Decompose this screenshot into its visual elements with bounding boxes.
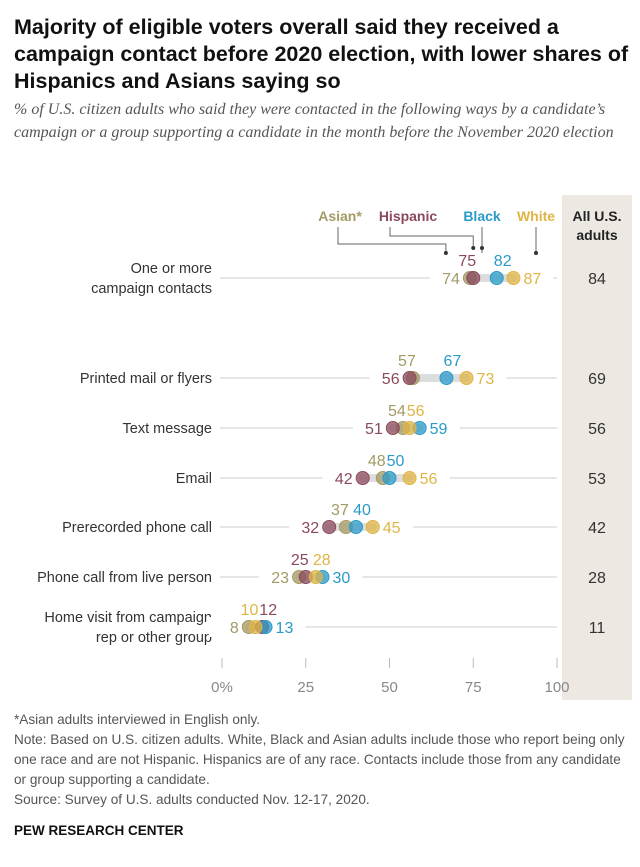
value-label-black: 40 (353, 502, 371, 519)
chart-subtitle: % of U.S. citizen adults who said they w… (14, 101, 614, 141)
dot-black (439, 371, 454, 385)
category-label: campaign contacts (91, 281, 212, 297)
category-label: Phone call from live person (37, 570, 212, 586)
dot-white (248, 620, 263, 634)
dot-plot: All U.S. adults Asian* Hispanic Black White On… (37, 195, 632, 700)
legend-asian: Asian* (318, 208, 362, 224)
leader-line (337, 227, 447, 253)
all-adults-value: 69 (588, 371, 606, 388)
dot-hispanic (402, 371, 417, 385)
value-label-white: 56 (407, 403, 425, 420)
category-label: rep or other group (96, 630, 212, 646)
legend-white: White (517, 208, 555, 224)
value-label-hispanic: 42 (335, 471, 353, 488)
value-label-black: 30 (333, 570, 351, 587)
value-label-asian: 8 (230, 620, 239, 637)
category-label: Email (176, 471, 212, 487)
value-label-asian: 23 (271, 570, 289, 587)
all-adults-value: 84 (588, 271, 606, 288)
chart-title: Majority of eligible voters overall said… (14, 15, 629, 93)
value-label-hispanic: 75 (458, 253, 476, 270)
x-tick-label: 75 (465, 679, 482, 696)
leader-dot (471, 246, 476, 250)
value-label-asian: 57 (398, 353, 416, 370)
source: Source: Survey of U.S. adults conducted … (14, 792, 370, 807)
value-label-hispanic: 51 (365, 421, 383, 438)
value-label-hispanic: 56 (382, 371, 400, 388)
value-label-hispanic: 12 (259, 602, 277, 619)
leader-line (389, 227, 474, 248)
value-label-white: 10 (241, 602, 259, 619)
dot-hispanic (322, 520, 337, 534)
all-adults-header: adults (576, 227, 617, 243)
dot-white (459, 371, 474, 385)
dot-white (365, 520, 380, 534)
category-label: Printed mail or flyers (80, 371, 212, 387)
value-label-white: 56 (420, 471, 438, 488)
value-label-white: 87 (523, 271, 541, 288)
category-label: Text message (123, 421, 212, 437)
leader-dot (534, 251, 538, 255)
note: Note: Based on U.S. citizen adults. Whit… (14, 732, 625, 787)
value-label-asian: 74 (442, 271, 460, 288)
dot-hispanic (385, 421, 400, 435)
value-label-hispanic: 25 (291, 552, 309, 569)
all-adults-value: 42 (588, 520, 606, 537)
value-label-black: 59 (430, 421, 448, 438)
x-tick-label: 100 (544, 679, 569, 696)
brand-logo-text: PEW RESEARCH CENTER (14, 823, 184, 838)
value-label-white: 73 (477, 371, 495, 388)
x-tick-label: 0% (211, 679, 233, 696)
all-adults-column-bg (562, 195, 632, 700)
leader-dot (480, 246, 484, 250)
x-tick-label: 50 (381, 679, 398, 696)
dot-white (402, 471, 417, 485)
dot-black (489, 271, 504, 285)
value-label-black: 82 (494, 253, 512, 270)
value-label-asian: 54 (388, 403, 406, 420)
legend-hispanic: Hispanic (379, 208, 438, 224)
dot-white (402, 421, 417, 435)
all-adults-value: 53 (588, 471, 606, 488)
dot-hispanic (355, 471, 370, 485)
value-label-asian: 37 (331, 502, 349, 519)
value-label-asian: 48 (368, 453, 386, 470)
dot-black (349, 520, 363, 534)
value-label-white: 28 (313, 552, 331, 569)
value-label-black: 13 (276, 620, 294, 637)
value-label-hispanic: 32 (301, 520, 319, 537)
all-adults-value: 56 (588, 421, 606, 438)
category-label: Prerecorded phone call (62, 520, 212, 536)
dot-white (308, 570, 323, 584)
leader-dot (443, 251, 448, 255)
category-label: Home visit from campaign (44, 610, 212, 626)
category-label: One or more (131, 261, 212, 277)
dot-white (506, 271, 521, 285)
legend-black: Black (463, 208, 501, 224)
value-label-black: 67 (444, 353, 462, 370)
value-label-black: 50 (387, 453, 405, 470)
all-adults-value: 28 (588, 570, 606, 587)
dot-black (382, 471, 397, 485)
notes: *Asian adults interviewed in English onl… (14, 710, 634, 810)
all-adults-header: All U.S. (572, 208, 621, 224)
value-label-white: 45 (383, 520, 401, 537)
all-adults-value: 11 (589, 620, 606, 637)
dot-hispanic (466, 271, 481, 285)
footnote: *Asian adults interviewed in English onl… (14, 712, 261, 727)
x-tick-label: 25 (297, 679, 314, 696)
